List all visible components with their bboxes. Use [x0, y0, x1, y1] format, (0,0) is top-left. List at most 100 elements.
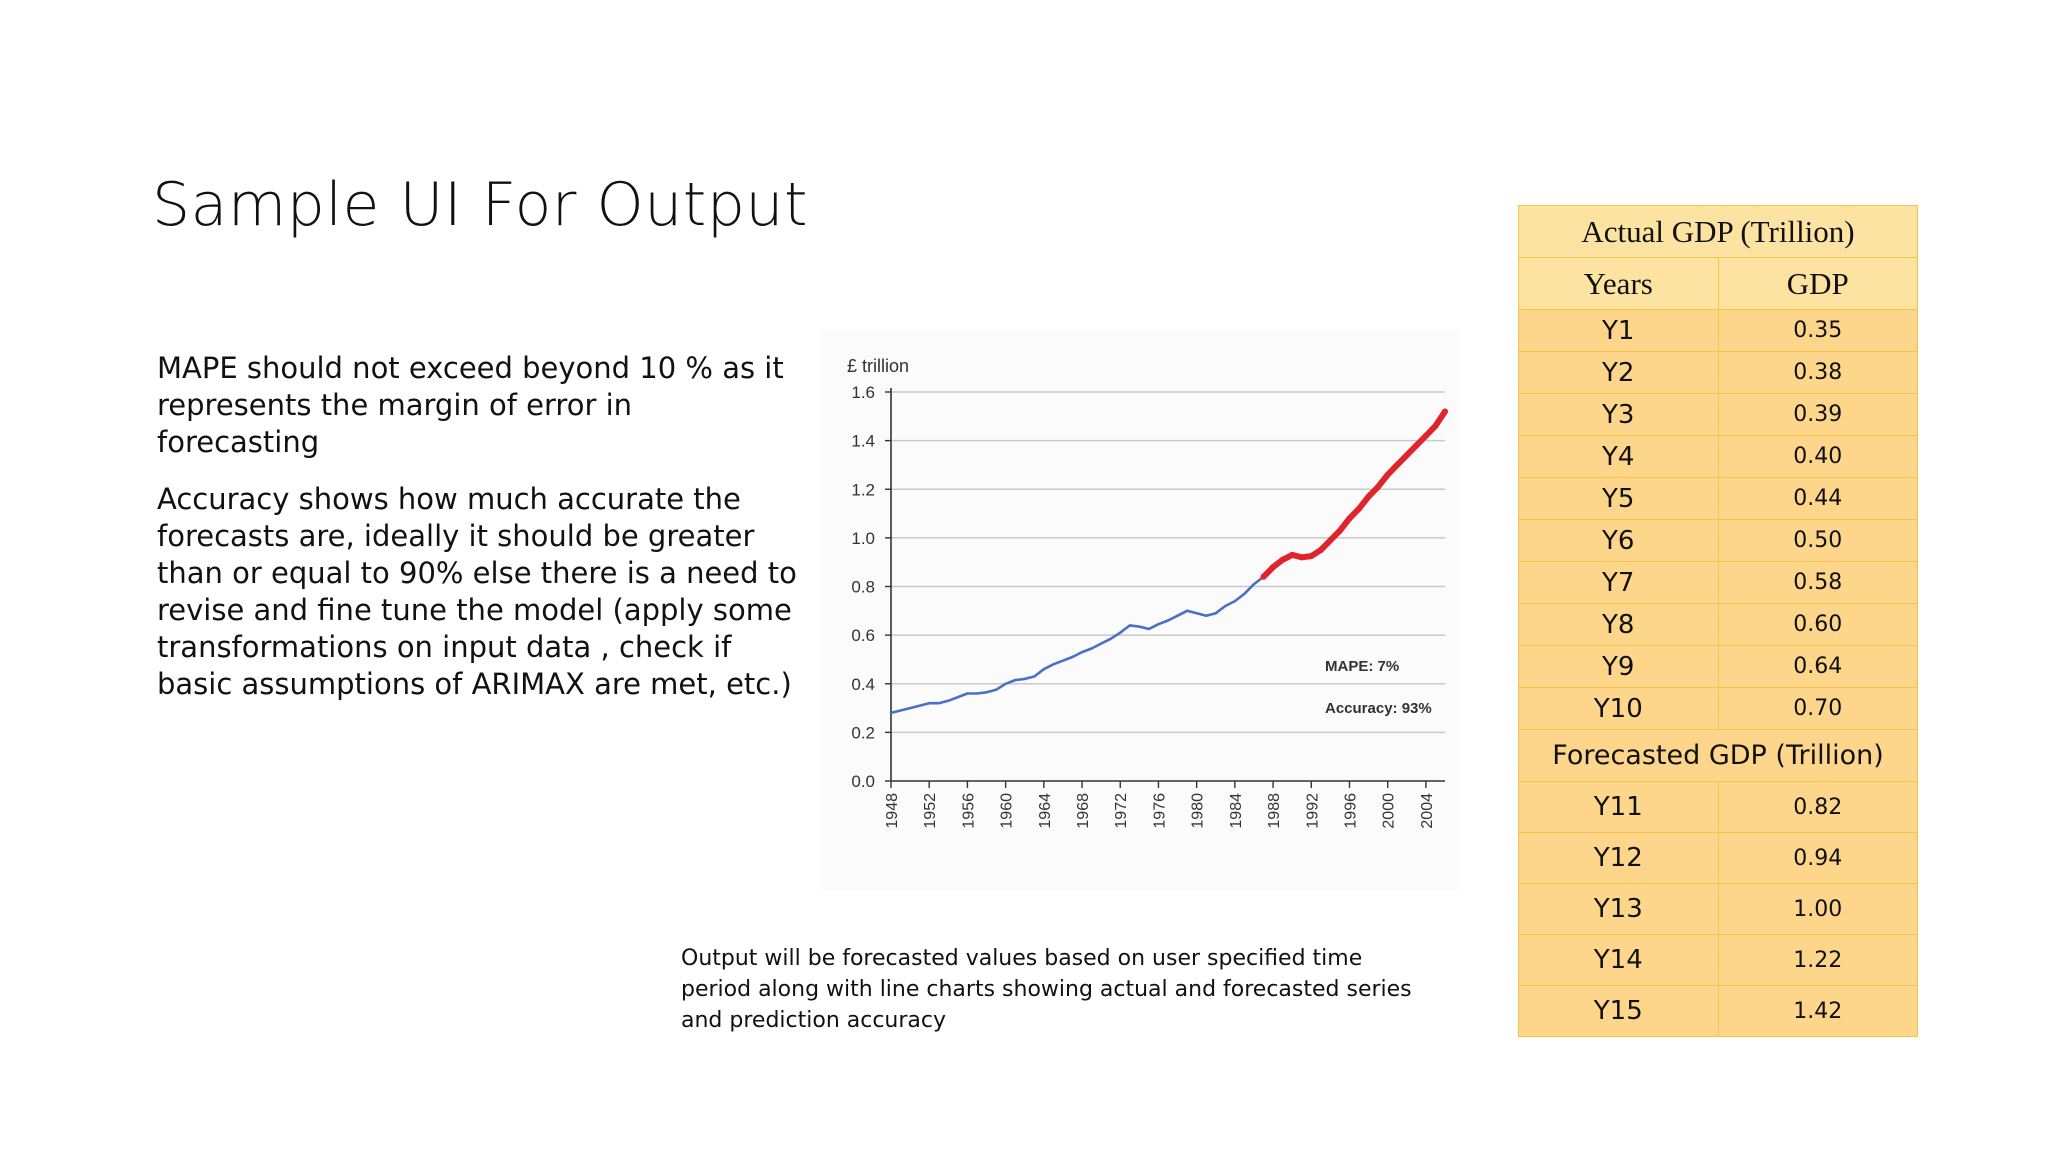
gdp-value-cell: 0.50 [1717, 519, 1918, 562]
y-tick-label: 0.8 [851, 578, 875, 597]
table-row: Y5 0.44 [1518, 477, 1918, 520]
actual-point [908, 706, 912, 710]
forecast-point [1270, 564, 1277, 571]
year-cell: Y7 [1518, 561, 1719, 604]
forecast-point [1317, 547, 1324, 554]
actual-point [1157, 622, 1160, 626]
axis-layer [885, 388, 1445, 788]
forecast-header-row: Forecasted GDP (Trillion) [1518, 729, 1918, 782]
actual-point [1195, 612, 1198, 615]
actual-point [1176, 614, 1179, 617]
body-text: MAPE should not exceed beyond 10 % as it… [157, 350, 797, 723]
actual-point [1224, 604, 1227, 608]
actual-point [1147, 627, 1151, 631]
chart-svg: 0.0 0.2 0.4 0.6 0.8 1.0 1.2 1.4 1.6 1948 1952 1956 1… [847, 356, 1448, 829]
year-cell: Y10 [1518, 687, 1719, 730]
gdp-column-header: GDP [1717, 257, 1918, 310]
forecast-point [1403, 452, 1410, 459]
gdp-line-chart: 0.0 0.2 0.4 0.6 0.8 1.0 1.2 1.4 1.6 1948 1952 1956 1… [820, 330, 1460, 890]
actual-point [994, 688, 998, 692]
year-cell: Y15 [1518, 985, 1719, 1037]
label-layer: 0.0 0.2 0.4 0.6 0.8 1.0 1.2 1.4 1.6 1948 1952 1956 1… [847, 356, 1436, 829]
year-cell: Y2 [1518, 351, 1719, 394]
slide-title: Sample UI For Output [152, 170, 808, 240]
gdp-value-cell: 1.22 [1717, 934, 1918, 986]
actual-point [1243, 592, 1246, 595]
gdp-value-cell: 0.64 [1717, 645, 1918, 688]
actual-point [1052, 663, 1055, 666]
actual-gdp-title: Actual GDP (Trillion) [1518, 205, 1918, 258]
year-cell: Y1 [1518, 309, 1719, 352]
x-tick-label: 1992 [1304, 793, 1321, 829]
forecast-point [1432, 423, 1439, 430]
x-tick-label: 1960 [999, 793, 1016, 829]
gdp-table: Actual GDP (Trillion) Years GDP Y1 0.35 Y2… [1518, 205, 1918, 1037]
year-cell: Y5 [1518, 477, 1719, 520]
year-cell: Y9 [1518, 645, 1719, 688]
table-row: Y12 0.94 [1518, 832, 1918, 884]
table-row: Y7 0.58 [1518, 561, 1918, 604]
y-tick-label: 1.2 [851, 480, 875, 499]
gdp-value-cell: 0.40 [1717, 435, 1918, 478]
gdp-value-cell: 0.82 [1717, 781, 1918, 833]
output-caption: Output will be forecasted values based o… [681, 946, 1412, 1033]
year-cell: Y14 [1518, 934, 1719, 986]
mape-note: MAPE should not exceed beyond 10 % as it… [157, 351, 784, 459]
actual-point [1090, 647, 1093, 650]
gdp-value-cell: 1.00 [1717, 883, 1918, 935]
table-row: Y8 0.60 [1518, 603, 1918, 646]
x-tick-label: 2004 [1419, 793, 1436, 829]
actual-point [1205, 614, 1208, 617]
table-row: Y15 1.42 [1518, 985, 1918, 1037]
actual-point [889, 711, 893, 715]
forecast-point [1289, 551, 1296, 558]
actual-point [1185, 609, 1189, 613]
grid-layer [891, 391, 1445, 734]
forecast-point [1279, 556, 1286, 563]
forecast-point [1384, 471, 1391, 478]
series-layer [889, 408, 1448, 715]
forecast-point [1336, 527, 1343, 534]
actual-point [1119, 631, 1122, 634]
x-tick-label: 1976 [1151, 793, 1168, 829]
forecast-point [1422, 432, 1429, 439]
actual-point [947, 699, 950, 702]
actual-point [1099, 642, 1103, 645]
year-cell: Y6 [1518, 519, 1719, 562]
x-tick-label: 2000 [1381, 793, 1398, 829]
y-tick-label: 1.6 [851, 383, 875, 402]
year-cell: Y3 [1518, 393, 1719, 436]
gdp-value-cell: 0.94 [1717, 832, 1918, 884]
table-row: Y13 1.00 [1518, 883, 1918, 935]
column-header-row: Years GDP [1518, 257, 1918, 310]
forecast-point [1365, 493, 1372, 500]
actual-point [1128, 624, 1131, 627]
forecast-point [1375, 483, 1382, 490]
actual-point [1004, 682, 1007, 685]
gdp-value-cell: 0.44 [1717, 477, 1918, 520]
years-column-header: Years [1518, 257, 1719, 310]
actual-point [1214, 612, 1217, 615]
y-tick-label: 0.2 [851, 723, 875, 742]
actual-point [1071, 655, 1074, 659]
accuracy-note: Accuracy shows how much accurate the for… [157, 482, 797, 701]
actual-point [966, 692, 969, 695]
actual-point [1138, 625, 1141, 628]
forecast-point [1346, 515, 1353, 522]
forecast-point [1298, 554, 1305, 561]
forecast-point [1308, 553, 1315, 560]
x-tick-label: 1988 [1266, 793, 1283, 829]
gdp-value-cell: 0.60 [1717, 603, 1918, 646]
forecast-point [1442, 408, 1448, 415]
actual-point [1080, 650, 1084, 654]
table-row: Y4 0.40 [1518, 435, 1918, 478]
forecast-point [1413, 442, 1420, 449]
year-cell: Y8 [1518, 603, 1719, 646]
actual-point [1252, 582, 1256, 586]
actual-series-line [889, 575, 1265, 715]
x-tick-label: 1996 [1342, 793, 1359, 829]
actual-point [1166, 619, 1170, 622]
gdp-value-cell: 0.70 [1717, 687, 1918, 730]
actual-point [1233, 599, 1237, 603]
gdp-value-cell: 0.39 [1717, 393, 1918, 436]
